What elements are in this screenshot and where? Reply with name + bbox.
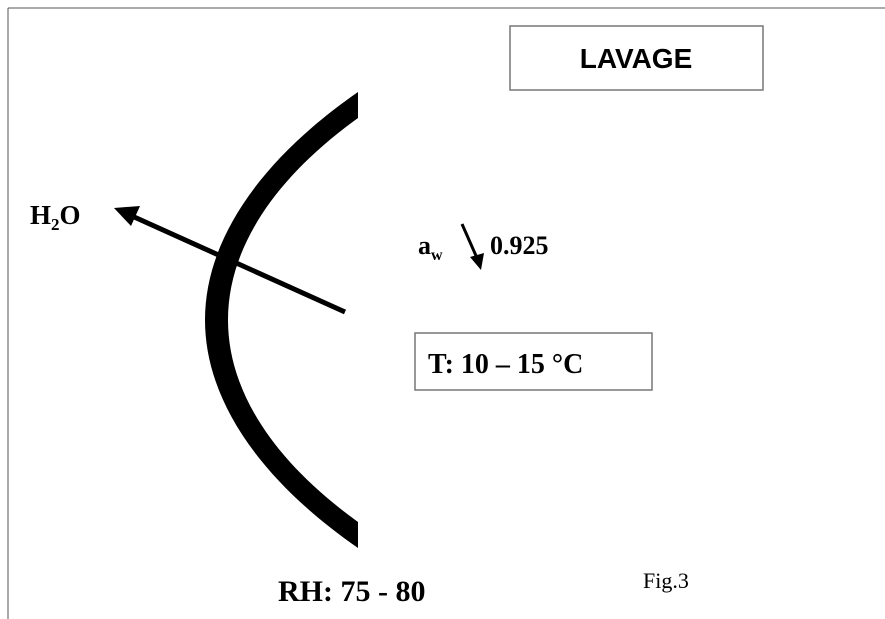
label-text: LAVAGE xyxy=(580,43,693,74)
label-box xyxy=(509,25,764,91)
activity-value: 0.925 xyxy=(490,231,549,260)
activity-arrow xyxy=(460,223,479,259)
figure-label: Fig.3 xyxy=(643,568,689,593)
activity-sub: w xyxy=(431,247,443,264)
water-arrow xyxy=(130,213,347,315)
humidity-text: RH: 75 - 80 xyxy=(278,575,425,608)
water-sub: 2 xyxy=(51,215,60,234)
activity-main: a xyxy=(418,231,431,260)
water-rest: O xyxy=(60,200,81,230)
temperature-text: T: 10 – 15 °C xyxy=(428,349,583,380)
water-label: H2O xyxy=(30,200,81,234)
activity-arrowhead xyxy=(470,253,484,270)
temperature-box xyxy=(414,332,653,391)
activity-label: aw xyxy=(418,231,443,264)
membrane-arc xyxy=(205,92,358,548)
water-main: H xyxy=(30,200,51,230)
water-arrowhead xyxy=(114,206,140,226)
